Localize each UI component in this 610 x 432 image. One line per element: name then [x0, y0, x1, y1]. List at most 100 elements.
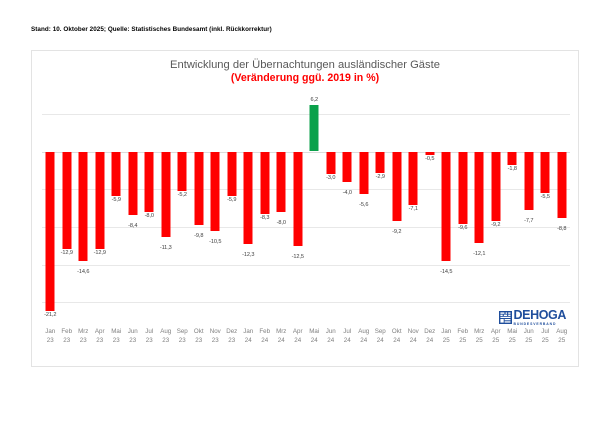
- bar-value-label: -2,9: [375, 174, 385, 181]
- bar[interactable]: [342, 151, 352, 182]
- dehoga-mark-icon: [498, 311, 512, 325]
- bar[interactable]: [45, 151, 55, 312]
- bar[interactable]: [524, 151, 534, 210]
- gridline: [42, 264, 570, 266]
- bar[interactable]: [474, 151, 484, 243]
- bar-slot: -1,8: [504, 95, 521, 321]
- gridlines: [42, 95, 570, 321]
- bar-slot: -21,2: [42, 95, 59, 321]
- x-axis-tick: Mrz 24: [276, 328, 287, 344]
- bar[interactable]: [359, 151, 369, 194]
- bar-slot: -8,0: [273, 95, 290, 321]
- bar-slot: -7,7: [521, 95, 538, 321]
- x-axis-tick: Okt 23: [193, 328, 204, 344]
- x-axis-tick: Mai 24: [309, 328, 320, 344]
- x-axis-tick: Mai 23: [111, 328, 122, 344]
- bar[interactable]: [309, 104, 319, 152]
- bar-slot: -12,3: [240, 95, 257, 321]
- bar[interactable]: [375, 151, 385, 174]
- x-axis-tick: Apr 23: [94, 328, 105, 344]
- bar[interactable]: [111, 151, 121, 196]
- bar[interactable]: [557, 151, 567, 218]
- bar-slot: -8,8: [554, 95, 571, 321]
- bar[interactable]: [326, 151, 336, 175]
- bar-slot: -8,3: [257, 95, 274, 321]
- x-axis-tick: Mai 25: [507, 328, 518, 344]
- gridline: [42, 302, 570, 304]
- bar-slot: -12,9: [92, 95, 109, 321]
- x-axis-tick: Feb 24: [259, 328, 271, 344]
- chart-subtitle: (Veränderung ggü. 2019 in %): [230, 72, 380, 84]
- bar[interactable]: [95, 151, 105, 249]
- x-axis-tick: Dez 24: [424, 328, 436, 344]
- bar-value-label: -8,3: [260, 215, 270, 222]
- x-axis-tick: Aug 23: [160, 328, 172, 344]
- bar[interactable]: [243, 151, 253, 245]
- bar-slot: 6,2: [306, 95, 323, 321]
- bar-value-label: -5,2: [177, 191, 187, 198]
- bar[interactable]: [260, 151, 270, 215]
- bar-slot: -8,4: [125, 95, 142, 321]
- bar[interactable]: [408, 151, 418, 205]
- bar-series: -21,2 -12,9 -14,6 -12,9 -5,9 -8,4 -8,0 -11,3 -5,…: [42, 95, 570, 321]
- x-axis-tick: Jan 25: [441, 328, 452, 344]
- bar-value-label: -5,6: [359, 201, 369, 208]
- bar[interactable]: [227, 151, 237, 196]
- bar-slot: -12,5: [290, 95, 307, 321]
- x-axis-tick: Jun 24: [325, 328, 336, 344]
- chart-panel: Entwicklung der Übernachtungen ausländis…: [31, 50, 579, 367]
- bar-slot: -12,9: [59, 95, 76, 321]
- logo-subtitle: BUNDESVERBAND: [513, 321, 557, 326]
- bar-value-label: -21,2: [44, 312, 57, 319]
- bar[interactable]: [441, 151, 451, 261]
- bar-value-label: -14,6: [77, 269, 90, 276]
- bar[interactable]: [491, 151, 501, 221]
- x-axis-tick: Jul 23: [145, 328, 154, 344]
- x-axis-tick: Jun 25: [523, 328, 534, 344]
- bar-slot: -5,9: [224, 95, 241, 321]
- bar-value-label: -5,5: [540, 193, 550, 200]
- page-title: Entwicklung der Übernachtungen ausländis…: [170, 59, 440, 71]
- x-axis-tick: Nov 24: [407, 328, 419, 344]
- x-axis-tick: Okt 24: [391, 328, 402, 344]
- bar-value-label: -10,5: [209, 238, 222, 245]
- bar[interactable]: [62, 151, 72, 249]
- bar[interactable]: [540, 151, 550, 193]
- bar-slot: -5,5: [537, 95, 554, 321]
- bar-value-label: -8,4: [128, 222, 138, 229]
- bar-value-label: -14,5: [440, 268, 453, 275]
- bar-slot: -0,5: [422, 95, 439, 321]
- bar[interactable]: [425, 151, 435, 156]
- bar-slot: -2,9: [372, 95, 389, 321]
- bar[interactable]: [78, 151, 88, 262]
- x-axis-tick: Apr 24: [292, 328, 303, 344]
- bar[interactable]: [161, 151, 171, 237]
- bar-slot: -3,0: [323, 95, 340, 321]
- bar[interactable]: [458, 151, 468, 224]
- bar[interactable]: [210, 151, 220, 231]
- bar-value-label: -8,0: [144, 212, 154, 219]
- bar-value-label: -12,9: [93, 249, 106, 256]
- bar[interactable]: [194, 151, 204, 226]
- bar[interactable]: [507, 151, 517, 166]
- bar[interactable]: [392, 151, 402, 221]
- x-axis-tick: Mrz 23: [78, 328, 89, 344]
- x-axis-tick: Mrz 25: [474, 328, 485, 344]
- bar-value-label: -5,9: [227, 196, 237, 203]
- bar-value-label: -9,2: [491, 221, 501, 228]
- bar[interactable]: [177, 151, 187, 191]
- logo-text: DEHOGA BUNDESVERBAND: [513, 309, 567, 326]
- bar-value-label: -7,7: [524, 217, 534, 224]
- bar[interactable]: [276, 151, 286, 212]
- bar[interactable]: [144, 151, 154, 212]
- bar-value-label: -12,9: [60, 249, 73, 256]
- dehoga-logo: DEHOGA BUNDESVERBAND: [498, 309, 567, 326]
- x-axis-tick: Sep 23: [176, 328, 188, 344]
- bar-value-label: -8,0: [276, 219, 286, 226]
- plot-area: -21,2 -12,9 -14,6 -12,9 -5,9 -8,4 -8,0 -11,3 -5,…: [42, 95, 570, 321]
- gridline: [42, 189, 570, 191]
- bar[interactable]: [293, 151, 303, 246]
- x-axis-tick: Jul 24: [343, 328, 352, 344]
- bar[interactable]: [128, 151, 138, 215]
- bar-slot: -12,1: [471, 95, 488, 321]
